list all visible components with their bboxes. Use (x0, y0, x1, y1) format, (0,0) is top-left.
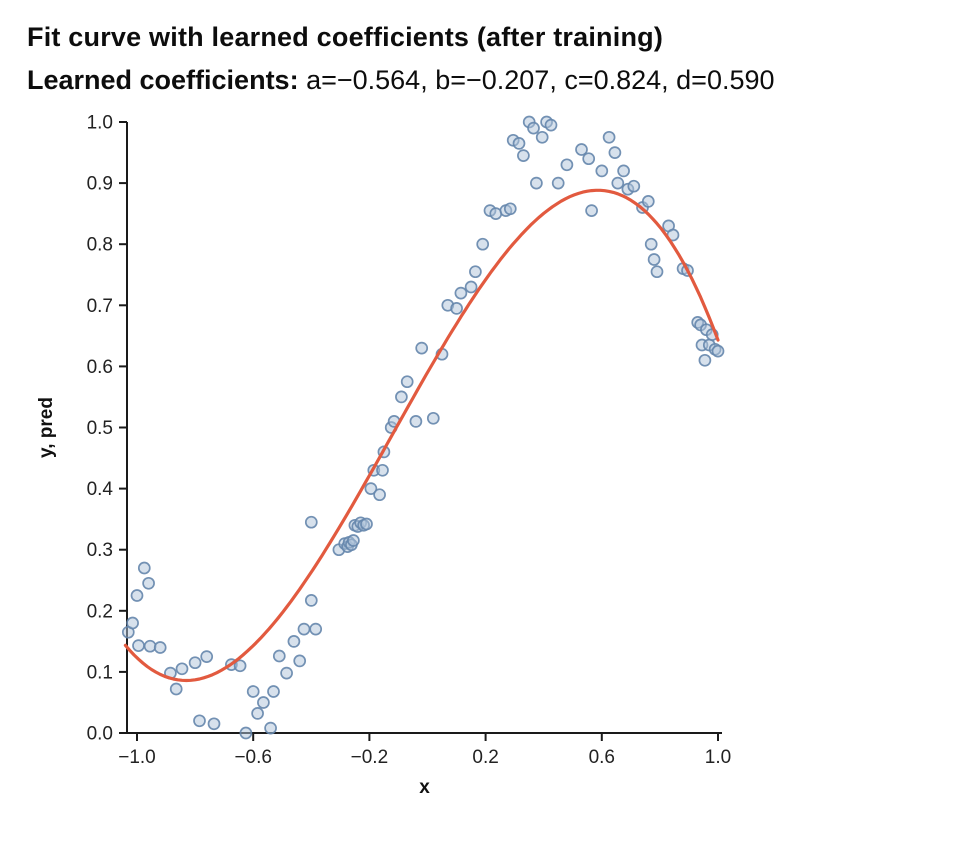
scatter-point (575, 143, 588, 156)
axis-lines (126, 122, 722, 734)
y-tick-label: 0.5 (87, 418, 113, 439)
scatter-point (400, 375, 414, 389)
scatter-point (644, 237, 658, 251)
y-tick-label: 0.7 (87, 296, 113, 317)
scatter-point (617, 164, 630, 178)
scatter-point (304, 515, 318, 529)
scatter-point (200, 650, 214, 663)
scatter-point (297, 622, 311, 636)
scatter-point (272, 649, 286, 663)
scatter-point (188, 656, 202, 670)
scatter-point (476, 237, 490, 251)
scatter-point (698, 353, 712, 367)
scatter-point (287, 635, 301, 648)
scatter-point (544, 118, 558, 132)
scatter-point (347, 534, 360, 547)
subtitle-label: Learned coefficients: (27, 65, 299, 95)
x-tick-label: 0.6 (589, 747, 615, 768)
scatter-point (650, 265, 664, 279)
scatter-point (426, 411, 440, 425)
scatter-point (304, 594, 318, 607)
y-tick-label: 0.2 (87, 601, 113, 622)
scatter-point (251, 707, 264, 720)
y-tick-label: 0.3 (87, 540, 113, 561)
scatter-point (126, 616, 139, 630)
title-block: Fit curve with learned coefficients (aft… (27, 22, 775, 96)
scatter-point (627, 179, 641, 193)
scatter-point (239, 726, 253, 740)
scatter-point (376, 463, 389, 477)
scatter-point (130, 589, 144, 602)
y-axis-label: y, pred (36, 397, 57, 458)
x-tick-label: −0.6 (234, 747, 272, 768)
scatter-point (264, 721, 277, 735)
scatter-point (246, 685, 260, 698)
x-tick-label: −1.0 (118, 747, 156, 768)
scatter-point (711, 344, 725, 358)
x-tick-label: −0.2 (351, 747, 389, 768)
scatter-point (309, 622, 323, 636)
scatter-point (595, 164, 609, 178)
scatter-point (641, 195, 655, 208)
scatter-point (585, 204, 598, 217)
x-tick-label: 0.2 (472, 747, 498, 768)
chart-title: Fit curve with learned coefficients (aft… (27, 22, 664, 52)
subtitle-coefficients: a=−0.564, b=−0.207, c=0.824, d=0.590 (298, 65, 775, 95)
scatter-point (175, 662, 189, 676)
scatter-point (415, 341, 429, 355)
scatter-point (364, 482, 378, 495)
scatter-point (551, 176, 565, 190)
scatter-point (193, 714, 206, 728)
scatter-point (395, 390, 408, 404)
fit-curve-line (123, 188, 720, 683)
scatter-points (121, 115, 725, 740)
scatter-point (267, 685, 280, 698)
scatter-point (293, 654, 307, 668)
scatter-point (608, 146, 622, 159)
scatter-point (535, 130, 549, 144)
scatter-point (611, 176, 625, 190)
scatter-point (503, 202, 517, 216)
y-tick-label: 0.8 (87, 235, 113, 256)
scatter-point (582, 152, 596, 166)
scatter-point (137, 561, 151, 575)
scatter-point (647, 253, 661, 266)
scatter-point (530, 176, 543, 190)
scatter-point (360, 517, 373, 531)
y-tick-label: 0.6 (87, 357, 113, 378)
y-tick-label: 1.0 (87, 113, 113, 134)
y-tick-label: 0.9 (87, 174, 113, 195)
x-tick-label: 1.0 (705, 747, 731, 768)
scatter-point (450, 302, 463, 315)
scatter-point (527, 121, 540, 135)
scatter-point (280, 666, 293, 680)
y-tick-label: 0.1 (87, 662, 113, 683)
scatter-point (512, 137, 526, 150)
scatter-point (409, 415, 423, 428)
scatter-point (142, 576, 155, 590)
scatter-point (169, 682, 183, 696)
scatter-point (454, 286, 468, 300)
scatter-point (602, 130, 616, 144)
scatter-point (257, 696, 270, 709)
scatter-point (143, 639, 157, 653)
scatter-point (560, 158, 574, 172)
scatter-point (207, 717, 221, 731)
scatter-point (233, 659, 247, 673)
x-axis-label: x (419, 777, 430, 798)
scatter-point (153, 641, 167, 654)
chart-subtitle: Learned coefficients: a=−0.564, b=−0.207… (27, 65, 775, 96)
scatter-point (132, 639, 145, 652)
y-tick-label: 0.0 (87, 724, 113, 745)
scatter-point (517, 149, 530, 162)
scatter-point (469, 265, 482, 279)
y-tick-label: 0.4 (87, 479, 114, 500)
scatter-point (373, 488, 386, 502)
scatter-point (464, 280, 478, 294)
